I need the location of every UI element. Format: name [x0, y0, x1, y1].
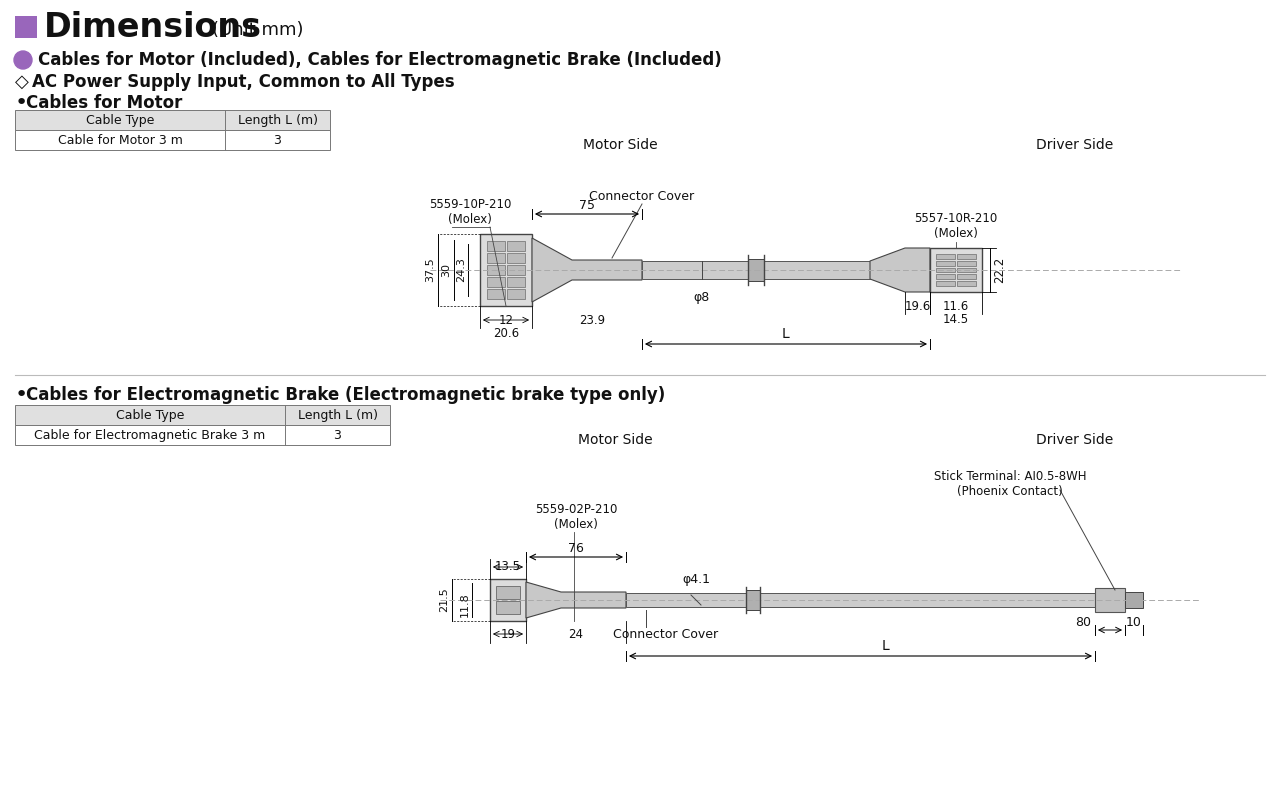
- Bar: [626, 593, 1094, 607]
- Text: 12: 12: [498, 313, 513, 327]
- Text: 19.6: 19.6: [905, 300, 931, 312]
- Text: Length L (m): Length L (m): [297, 409, 378, 421]
- Bar: [936, 281, 955, 286]
- Bar: [957, 281, 975, 286]
- Text: 5559-02P-210
(Molex): 5559-02P-210 (Molex): [535, 503, 617, 531]
- Bar: [486, 241, 506, 251]
- Bar: [15, 405, 390, 425]
- Bar: [957, 261, 975, 266]
- Text: 20.6: 20.6: [493, 327, 520, 339]
- Text: φ4.1: φ4.1: [682, 572, 710, 585]
- Bar: [936, 254, 955, 259]
- Text: 19: 19: [500, 627, 516, 641]
- Text: Stick Terminal: AI0.5-8WH
(Phoenix Contact): Stick Terminal: AI0.5-8WH (Phoenix Conta…: [933, 470, 1087, 498]
- Text: 30: 30: [442, 263, 451, 277]
- Bar: [15, 110, 330, 130]
- Bar: [507, 265, 525, 275]
- Bar: [486, 253, 506, 263]
- Text: 11.6: 11.6: [943, 300, 969, 312]
- Text: 75: 75: [579, 199, 595, 211]
- Bar: [957, 268, 975, 273]
- Bar: [746, 590, 760, 610]
- Bar: [1094, 588, 1125, 612]
- Bar: [507, 289, 525, 299]
- Text: Cables for Motor: Cables for Motor: [26, 94, 182, 112]
- Bar: [957, 254, 975, 259]
- Text: 14.5: 14.5: [943, 312, 969, 325]
- Text: φ8: φ8: [694, 290, 710, 304]
- Text: Cable Type: Cable Type: [86, 114, 154, 126]
- Text: Driver Side: Driver Side: [1037, 433, 1114, 447]
- Text: 37.5: 37.5: [425, 258, 435, 282]
- Bar: [486, 265, 506, 275]
- Bar: [507, 241, 525, 251]
- Bar: [490, 579, 526, 621]
- Bar: [486, 277, 506, 287]
- Bar: [957, 274, 975, 279]
- Text: Connector Cover: Connector Cover: [613, 629, 718, 642]
- Text: Dimensions: Dimensions: [44, 10, 262, 44]
- Text: •: •: [15, 93, 28, 113]
- Text: 80: 80: [1075, 615, 1091, 629]
- Bar: [931, 248, 982, 292]
- Text: 5557-10R-210
(Molex): 5557-10R-210 (Molex): [914, 212, 997, 240]
- Bar: [15, 16, 37, 38]
- Text: 5559-10P-210
(Molex): 5559-10P-210 (Molex): [429, 198, 511, 226]
- Bar: [936, 261, 955, 266]
- Text: 3: 3: [274, 134, 282, 146]
- Polygon shape: [532, 238, 643, 302]
- Bar: [1125, 592, 1143, 608]
- Text: 21.5: 21.5: [439, 588, 449, 612]
- Bar: [497, 586, 520, 599]
- Polygon shape: [870, 248, 931, 292]
- Bar: [507, 277, 525, 287]
- Bar: [936, 274, 955, 279]
- Text: Cables for Motor (Included), Cables for Electromagnetic Brake (Included): Cables for Motor (Included), Cables for …: [38, 51, 722, 69]
- Circle shape: [14, 51, 32, 69]
- Bar: [15, 425, 390, 445]
- Text: Cable for Motor 3 m: Cable for Motor 3 m: [58, 134, 183, 146]
- Text: AC Power Supply Input, Common to All Types: AC Power Supply Input, Common to All Typ…: [32, 73, 454, 91]
- Bar: [480, 234, 532, 306]
- Text: Connector Cover: Connector Cover: [589, 189, 695, 203]
- Text: Cable for Electromagnetic Brake 3 m: Cable for Electromagnetic Brake 3 m: [35, 429, 266, 441]
- Polygon shape: [526, 582, 626, 618]
- Text: 3: 3: [334, 429, 342, 441]
- Text: 13.5: 13.5: [495, 560, 521, 573]
- Bar: [748, 259, 764, 281]
- Text: Motor Side: Motor Side: [577, 433, 653, 447]
- Text: Driver Side: Driver Side: [1037, 138, 1114, 152]
- Text: L: L: [782, 327, 790, 341]
- Bar: [936, 268, 955, 273]
- Text: Length L (m): Length L (m): [238, 114, 317, 126]
- Text: Cable Type: Cable Type: [115, 409, 184, 421]
- Bar: [507, 253, 525, 263]
- Text: 10: 10: [1126, 615, 1142, 629]
- Text: 24: 24: [568, 627, 584, 641]
- Text: Cables for Electromagnetic Brake (Electromagnetic brake type only): Cables for Electromagnetic Brake (Electr…: [26, 386, 666, 404]
- Text: L: L: [882, 639, 890, 653]
- Text: •: •: [15, 385, 28, 405]
- Bar: [497, 601, 520, 614]
- Text: 23.9: 23.9: [579, 313, 605, 327]
- Text: ◇: ◇: [15, 73, 29, 91]
- Bar: [486, 289, 506, 299]
- Text: 76: 76: [568, 541, 584, 554]
- Text: (Unit mm): (Unit mm): [212, 21, 303, 39]
- Text: Motor Side: Motor Side: [582, 138, 658, 152]
- Bar: [643, 261, 870, 279]
- Bar: [15, 130, 330, 150]
- Text: 22.2: 22.2: [993, 257, 1006, 283]
- Text: 11.8: 11.8: [460, 592, 470, 618]
- Text: 24.3: 24.3: [456, 258, 466, 282]
